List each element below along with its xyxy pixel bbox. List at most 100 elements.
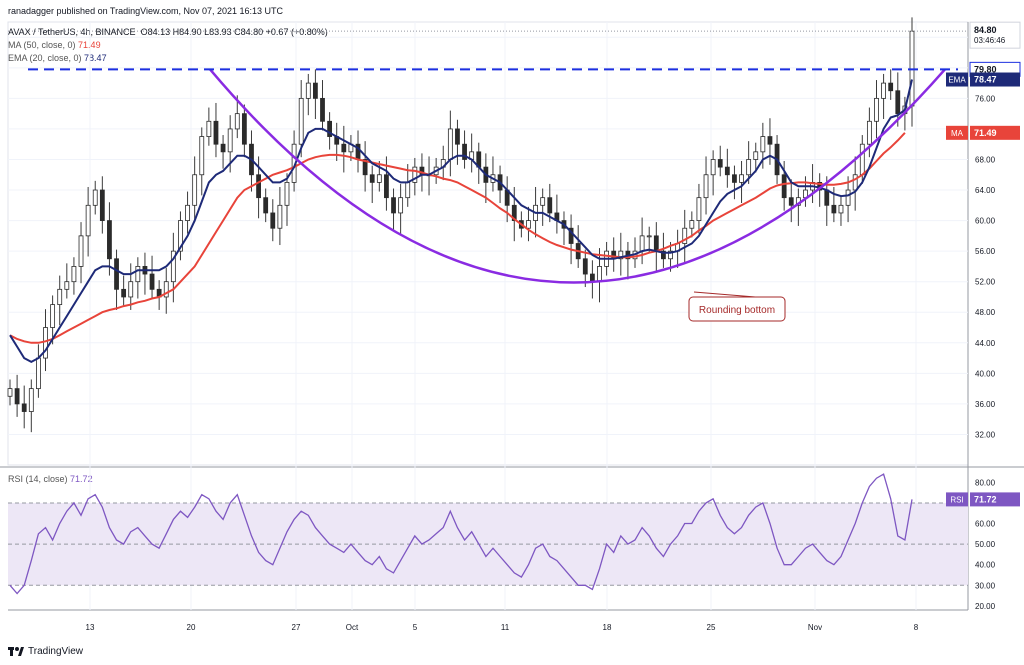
- time-tick-label: 5: [413, 623, 418, 632]
- candle-body: [213, 120, 219, 145]
- symbol-line: AVAX / TetherUS, 4h, BINANCE O84.13 H84.…: [8, 27, 328, 38]
- rsi-legend-value: 71.72: [70, 474, 93, 484]
- candle-body: [384, 174, 389, 199]
- rounding-bottom-curve: [209, 68, 946, 284]
- rsi-line: [9, 473, 913, 595]
- ema-price-label: 78.47: [974, 75, 997, 85]
- rsi-tick-label: 50.00: [975, 540, 996, 549]
- candle-body: [50, 304, 56, 328]
- time-tick-label: Nov: [808, 623, 822, 632]
- rsi-tag: RSI: [950, 495, 963, 504]
- ema20-line: [9, 79, 913, 364]
- candle-body: [270, 212, 276, 229]
- candle-body: [753, 151, 759, 160]
- candle-body: [199, 136, 205, 176]
- candle-body: [234, 113, 240, 130]
- candle-body: [376, 174, 382, 183]
- candle-body: [43, 327, 48, 359]
- rsi-legend[interactable]: RSI (14, close) 71.72: [8, 474, 93, 485]
- candle-body: [92, 189, 98, 206]
- candle-body: [661, 250, 666, 260]
- candle-body: [99, 189, 105, 221]
- candle-body: [114, 258, 119, 290]
- rsi-band: [8, 502, 968, 586]
- last-price-box: [969, 21, 1021, 49]
- candle-body: [36, 357, 41, 390]
- candle-body: [405, 181, 411, 199]
- resistance-price-label: 79.80: [974, 64, 997, 74]
- price-tick-label: 64.00: [975, 186, 996, 195]
- candle-body: [256, 174, 261, 199]
- ma-legend-label: MA (50, close, 0): [8, 40, 76, 50]
- symbol-text: AVAX / TetherUS, 4h, BINANCE: [8, 27, 136, 37]
- candle-body: [540, 197, 546, 206]
- candle-body: [668, 250, 673, 260]
- ema-tag-bg: [946, 72, 968, 87]
- candle-body: [369, 174, 375, 183]
- price-tick-label: 76.00: [975, 94, 996, 103]
- ma-tag: MA: [951, 129, 964, 138]
- ma-legend[interactable]: MA (50, close, 0) 71.49: [8, 40, 101, 51]
- rsi-legend-label: RSI (14, close): [8, 474, 68, 484]
- candle-body: [178, 220, 183, 252]
- candle-body: [313, 82, 318, 99]
- price-tick-label: 68.00: [975, 155, 996, 164]
- candle-body: [128, 281, 134, 298]
- candle-body: [412, 166, 418, 183]
- price-tick-label: 56.00: [975, 247, 996, 256]
- candle-body: [185, 204, 190, 221]
- time-tick-label: 20: [187, 623, 196, 632]
- candle-body: [341, 143, 347, 153]
- candle-body: [739, 174, 744, 183]
- candle-body: [320, 97, 325, 122]
- candle-body: [838, 204, 844, 214]
- candle-body: [362, 159, 368, 176]
- candle-body: [206, 120, 212, 137]
- candle-body: [85, 204, 91, 237]
- time-tick-label: 8: [914, 623, 919, 632]
- price-axis: 84.0080.0076.0072.0068.0064.0060.0056.00…: [946, 21, 1021, 611]
- price-tick-label: 48.00: [975, 308, 996, 317]
- ma-tag-bg: [946, 125, 968, 140]
- candle-body: [14, 388, 20, 405]
- time-tick-label: 11: [501, 623, 510, 632]
- candle-body: [455, 128, 460, 145]
- candle-body: [391, 197, 396, 214]
- tradingview-logo[interactable]: TradingView: [8, 646, 83, 657]
- candle-body: [881, 82, 886, 99]
- publisher-text: ranadagger published on TradingView.com,…: [8, 6, 284, 16]
- candle-body: [696, 197, 702, 221]
- rsi-tick-label: 80.00: [975, 478, 996, 487]
- ma-price-box: [970, 125, 1020, 140]
- candle-body: [689, 220, 695, 229]
- candle-body: [589, 273, 595, 283]
- candle-body: [305, 82, 311, 99]
- candle-body: [746, 159, 752, 176]
- candle-body: [845, 189, 851, 206]
- candle-body: [7, 388, 13, 397]
- candle-body: [582, 258, 588, 275]
- price-tick-label: 32.00: [975, 430, 996, 439]
- annotation-box: [688, 296, 786, 322]
- price-tick-label: 36.00: [975, 400, 996, 409]
- candle-body: [192, 174, 198, 206]
- rsi-tag-bg: [946, 492, 968, 507]
- annotations: Rounding bottom: [8, 30, 968, 322]
- ema-legend[interactable]: EMA (20, close, 0) 78.47: [8, 53, 107, 64]
- last-price-label: 84.80: [974, 25, 997, 35]
- candles: [7, 17, 915, 433]
- indicator-lines: [9, 79, 913, 595]
- candle-body: [732, 174, 737, 183]
- candle-body: [781, 174, 787, 199]
- candle-body: [284, 181, 290, 206]
- candle-body: [227, 128, 233, 153]
- candle-body: [220, 143, 226, 153]
- rsi-tick-label: 30.00: [975, 581, 996, 590]
- time-axis: 13 20 27 Oct 5 11 18 25 Nov 8: [86, 623, 919, 632]
- annotation-text: Rounding bottom: [699, 305, 775, 316]
- time-tick-label: Oct: [346, 623, 359, 632]
- rsi-value-label: 71.72: [974, 494, 997, 504]
- time-tick-label: 25: [707, 623, 716, 632]
- candle-body: [831, 204, 837, 214]
